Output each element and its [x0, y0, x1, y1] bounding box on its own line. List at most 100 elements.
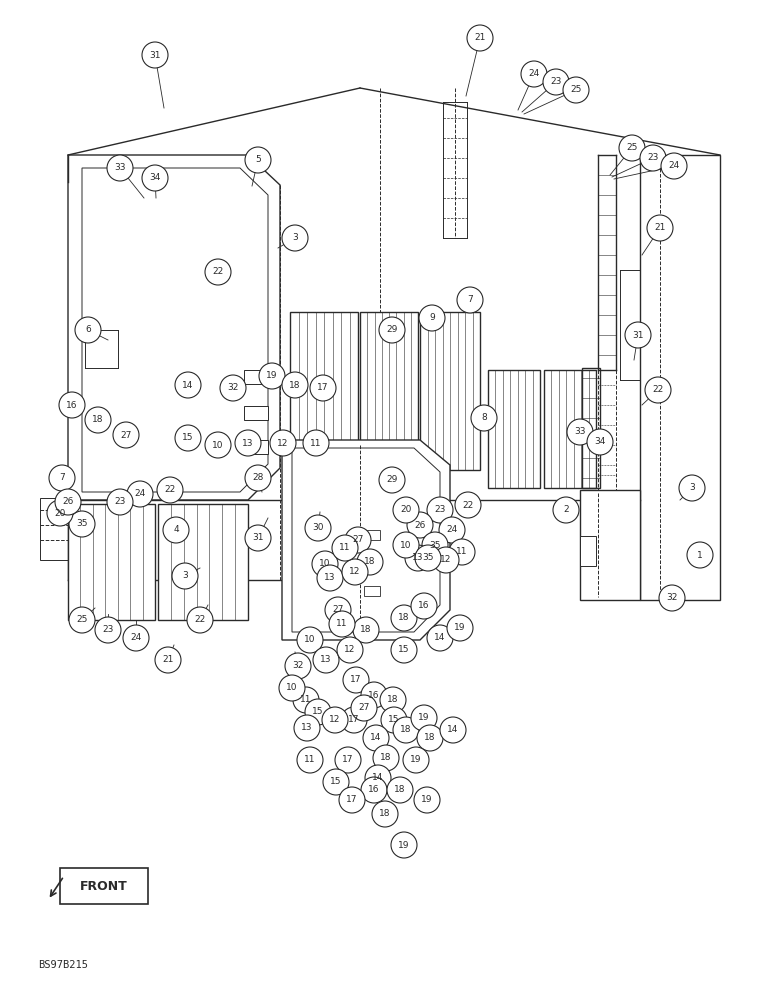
Text: 18: 18 — [361, 626, 372, 635]
Circle shape — [440, 717, 466, 743]
Text: 21: 21 — [162, 656, 174, 664]
Text: 14: 14 — [435, 634, 445, 643]
Text: 22: 22 — [164, 486, 175, 494]
Circle shape — [335, 747, 361, 773]
Circle shape — [220, 375, 246, 401]
Circle shape — [205, 259, 231, 285]
Circle shape — [187, 607, 213, 633]
Polygon shape — [282, 440, 450, 640]
Text: 3: 3 — [182, 572, 188, 580]
Circle shape — [155, 647, 181, 673]
Circle shape — [455, 492, 481, 518]
Text: 18: 18 — [388, 696, 399, 704]
Text: 33: 33 — [114, 163, 126, 172]
Circle shape — [279, 675, 305, 701]
Text: 34: 34 — [149, 174, 161, 182]
Circle shape — [393, 717, 419, 743]
Circle shape — [69, 511, 95, 537]
Circle shape — [419, 305, 445, 331]
Text: 8: 8 — [481, 414, 487, 422]
Circle shape — [245, 147, 271, 173]
Text: 13: 13 — [301, 724, 313, 732]
Circle shape — [69, 607, 95, 633]
Circle shape — [415, 545, 441, 571]
Polygon shape — [68, 155, 280, 500]
Circle shape — [457, 287, 483, 313]
Text: 3: 3 — [689, 484, 695, 492]
Text: 19: 19 — [398, 840, 410, 850]
Text: 31: 31 — [149, 50, 161, 60]
Bar — [244, 370, 268, 384]
Circle shape — [95, 617, 121, 643]
Circle shape — [471, 405, 497, 431]
Circle shape — [127, 481, 153, 507]
Circle shape — [235, 430, 261, 456]
Text: 25: 25 — [626, 143, 638, 152]
Circle shape — [47, 500, 73, 526]
Text: 10: 10 — [304, 636, 316, 645]
Text: 19: 19 — [410, 756, 422, 764]
Bar — [544, 370, 596, 488]
Circle shape — [427, 625, 453, 651]
Circle shape — [380, 687, 406, 713]
Circle shape — [433, 547, 459, 573]
Circle shape — [645, 377, 671, 403]
Text: 29: 29 — [386, 476, 398, 485]
Circle shape — [172, 563, 198, 589]
Circle shape — [305, 515, 331, 541]
Text: 27: 27 — [332, 605, 344, 614]
Circle shape — [387, 777, 413, 803]
Circle shape — [449, 539, 475, 565]
Circle shape — [282, 225, 308, 251]
Circle shape — [337, 637, 363, 663]
Text: 18: 18 — [379, 810, 391, 818]
Text: 33: 33 — [574, 428, 586, 436]
Text: 31: 31 — [632, 330, 644, 340]
Circle shape — [310, 375, 336, 401]
Circle shape — [679, 475, 705, 501]
Text: 17: 17 — [347, 796, 357, 804]
Text: 23: 23 — [550, 78, 562, 87]
Text: 25: 25 — [76, 615, 88, 624]
Text: 1: 1 — [697, 550, 703, 560]
Text: 18: 18 — [381, 754, 391, 762]
Circle shape — [365, 765, 391, 791]
Text: 11: 11 — [456, 548, 468, 556]
Text: 15: 15 — [388, 716, 400, 724]
Circle shape — [647, 215, 673, 241]
Circle shape — [282, 372, 308, 398]
Circle shape — [293, 687, 319, 713]
Polygon shape — [580, 490, 640, 600]
Bar — [244, 440, 268, 454]
Text: 24: 24 — [528, 70, 540, 79]
Text: 24: 24 — [134, 489, 146, 498]
Circle shape — [373, 745, 399, 771]
Bar — [580, 536, 596, 566]
Text: 23: 23 — [103, 626, 113, 635]
Text: 18: 18 — [92, 416, 103, 424]
Circle shape — [59, 392, 85, 418]
Circle shape — [323, 769, 349, 795]
Circle shape — [659, 585, 685, 611]
Circle shape — [294, 715, 320, 741]
Circle shape — [325, 597, 351, 623]
Bar — [364, 530, 380, 540]
Text: 30: 30 — [312, 524, 323, 532]
Circle shape — [563, 77, 589, 103]
Text: 21: 21 — [655, 224, 665, 232]
Text: 20: 20 — [401, 506, 411, 514]
Text: 15: 15 — [398, 646, 410, 654]
Text: 14: 14 — [372, 774, 384, 782]
Circle shape — [447, 615, 473, 641]
Text: 34: 34 — [594, 438, 606, 446]
Circle shape — [567, 419, 593, 445]
Text: 16: 16 — [66, 400, 78, 410]
Text: 19: 19 — [422, 796, 433, 804]
Text: 11: 11 — [300, 696, 312, 704]
Circle shape — [391, 832, 417, 858]
Text: 27: 27 — [358, 704, 370, 712]
Text: 15: 15 — [182, 434, 194, 442]
Circle shape — [553, 497, 579, 523]
Circle shape — [75, 317, 101, 343]
Circle shape — [107, 155, 133, 181]
